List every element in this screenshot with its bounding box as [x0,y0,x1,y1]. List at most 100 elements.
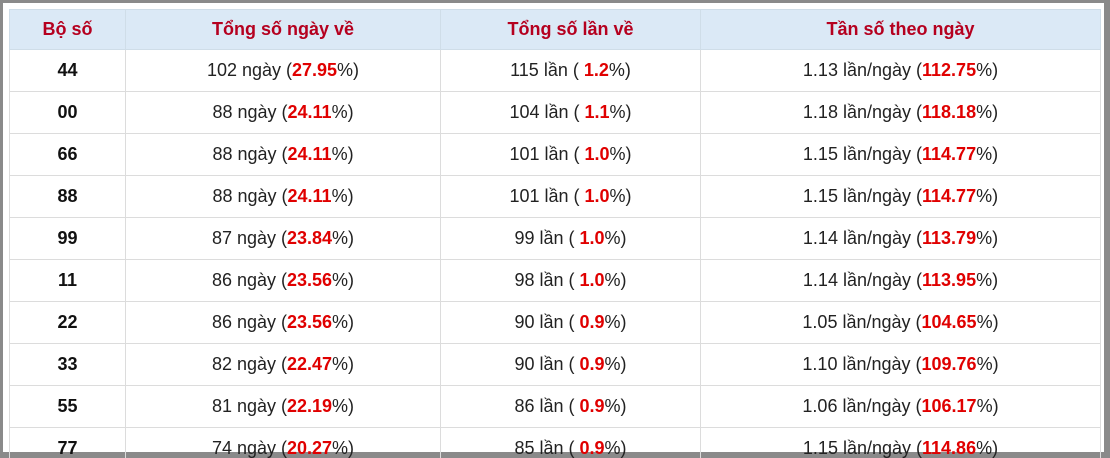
table-cell: 86 ngày (23.56%) [125,301,441,344]
cell-text: 86 lần ( [514,396,580,416]
cell-text: %) [976,144,999,164]
cell-text: %) [609,144,632,164]
table-cell: 104 lần ( 1.1%) [440,91,701,134]
percent: 113.95 [922,270,977,290]
percent: 24.11 [287,102,332,122]
cell-text: 85 lần ( [514,438,580,458]
table-cell: 81 ngày (22.19%) [125,385,441,428]
header-row: Bộ số Tổng số ngày về Tổng số lần về Tần số… [9,9,1101,50]
cell-text: 86 ngày ( [211,312,287,332]
cell-text: 99 lần ( [514,228,580,248]
percent: 0.9 [579,312,605,332]
percent: 27.95 [292,60,338,80]
table-row: 11 86 ngày (23.56%) 98 lần ( 1.0%) 1.14 lần… [9,259,1101,302]
cell-text: 1.06 lần/ngày ( [802,396,922,416]
percent: 1.2 [583,60,609,80]
cell-text: %) [604,270,627,290]
cell-text: %) [976,438,999,458]
table-cell: 101 lần ( 1.0%) [440,175,701,218]
table-row: 44 102 ngày (27.95%) 115 lần ( 1.2%) 1.13 l… [9,49,1101,92]
cell-text: %) [332,312,355,332]
percent: 118.18 [922,102,977,122]
cell-text: %) [332,396,355,416]
table-cell: 102 ngày (27.95%) [125,49,441,92]
header-cell: Tổng số lần về [440,9,701,50]
cell-text: %) [337,60,360,80]
table-row: 33 82 ngày (22.47%) 90 lần ( 0.9%) 1.10 lần… [9,343,1101,386]
header-cell: Tần số theo ngày [700,9,1101,50]
table-cell: 86 ngày (23.56%) [125,259,441,302]
cell-text: 1.10 lần/ngày ( [802,354,922,374]
key-cell: 77 [9,427,126,458]
key-cell: 11 [9,259,126,302]
percent: 112.75 [922,60,977,80]
percent: 109.76 [921,354,977,374]
cell-text: 104 lần ( [509,102,585,122]
cell-text: %) [604,354,627,374]
table-cell: 1.15 lần/ngày (114.77%) [700,175,1101,218]
table-cell: 115 lần ( 1.2%) [440,49,701,92]
cell-text: %) [609,102,632,122]
key-cell: 66 [9,133,126,176]
cell-text: 1.15 lần/ngày ( [802,186,923,206]
key-cell: 88 [9,175,126,218]
percent: 0.9 [579,396,605,416]
cell-text: %) [331,102,354,122]
cell-text: %) [976,270,999,290]
table-row: 99 87 ngày (23.84%) 99 lần ( 1.0%) 1.14 lần… [9,217,1101,260]
cell-text: %) [332,354,355,374]
cell-text: 115 lần ( [510,60,584,80]
percent: 0.9 [579,354,605,374]
cell-text: %) [332,228,355,248]
cell-text: 90 lần ( [514,312,580,332]
table-row: 55 81 ngày (22.19%) 86 lần ( 0.9%) 1.06 lần… [9,385,1101,428]
cell-text: 86 ngày ( [211,270,287,290]
cell-text: %) [332,438,355,458]
cell-text: 101 lần ( [509,144,585,164]
table-cell: 98 lần ( 1.0%) [440,259,701,302]
cell-text: 88 ngày ( [212,102,288,122]
cell-text: %) [976,60,999,80]
cell-text: %) [976,312,999,332]
cell-text: %) [604,396,627,416]
cell-text: 88 ngày ( [212,144,288,164]
percent: 23.56 [287,312,333,332]
percent: 22.47 [287,354,333,374]
key-cell: 00 [9,91,126,134]
table-row: 00 88 ngày (24.11%) 104 lần ( 1.1%) 1.18 lầ… [9,91,1101,134]
cell-text: %) [604,312,627,332]
cell-text: %) [609,186,632,206]
cell-text: %) [976,354,999,374]
cell-text: 88 ngày ( [212,186,288,206]
cell-text: %) [976,228,999,248]
percent: 1.0 [579,228,605,248]
table-cell: 88 ngày (24.11%) [125,175,441,218]
cell-text: %) [608,60,631,80]
percent: 24.11 [287,144,332,164]
cell-text: %) [604,438,627,458]
table-cell: 86 lần ( 0.9%) [440,385,701,428]
percent: 20.27 [287,438,333,458]
table-cell: 74 ngày (20.27%) [125,427,441,458]
cell-text: 82 ngày ( [211,354,287,374]
percent: 22.19 [287,396,333,416]
cell-text: %) [331,144,354,164]
table-row: 22 86 ngày (23.56%) 90 lần ( 0.9%) 1.05 lần… [9,301,1101,344]
cell-text: 1.15 lần/ngày ( [802,438,923,458]
cell-text: 1.15 lần/ngày ( [802,144,923,164]
key-cell: 55 [9,385,126,428]
cell-text: %) [604,228,627,248]
table-cell: 1.15 lần/ngày (114.86%) [700,427,1101,458]
table-cell: 90 lần ( 0.9%) [440,301,701,344]
table-cell: 1.14 lần/ngày (113.95%) [700,259,1101,302]
cell-text: 81 ngày ( [211,396,287,416]
table-cell: 1.15 lần/ngày (114.77%) [700,133,1101,176]
percent: 0.9 [579,438,605,458]
table-cell: 1.06 lần/ngày (106.17%) [700,385,1101,428]
percent: 113.79 [922,228,977,248]
cell-text: 74 ngày ( [211,438,287,458]
cell-text: %) [976,102,999,122]
percent: 104.65 [921,312,977,332]
table-cell: 99 lần ( 1.0%) [440,217,701,260]
